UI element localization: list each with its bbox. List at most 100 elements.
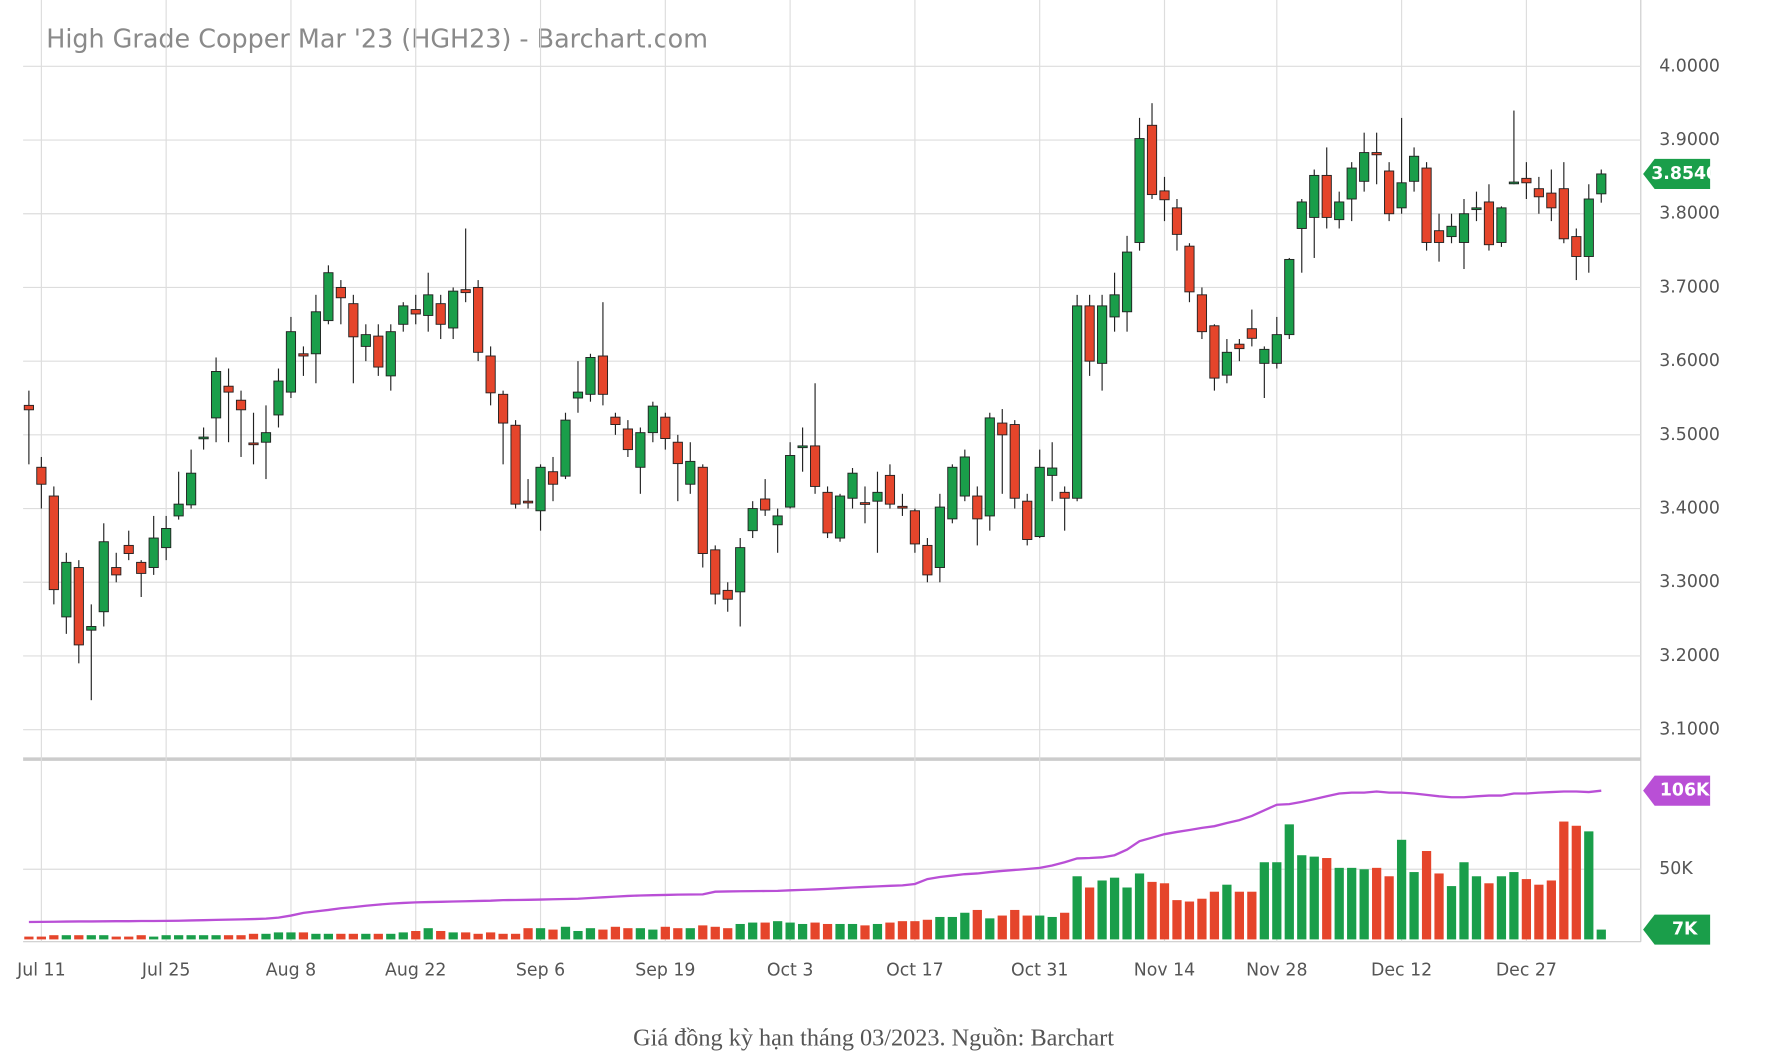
volume-bar [785,922,795,940]
candle-body [1072,305,1083,499]
volume-bar [1109,877,1120,940]
candle-body [747,508,758,532]
volume-bar [1322,858,1332,940]
candle-body [398,305,409,325]
y-tick-label: 3.6000 [1659,351,1720,371]
candle-body [1009,424,1020,499]
volume-bar [748,922,758,940]
candle-body [223,385,234,393]
candle-body [735,547,746,593]
y-tick-label: 3.2000 [1659,646,1720,666]
candle-body [161,527,172,549]
value-badge [1643,914,1711,945]
candle-body [1109,294,1120,318]
y-tick-label: 3.5000 [1659,425,1720,445]
candle-body [660,416,671,440]
volume-bar [735,923,745,940]
volume-bar [1509,872,1519,940]
volume-bar [448,932,458,940]
candle-body [423,294,434,316]
candle-body [722,589,733,600]
volume-bar [897,921,908,940]
candle-body [1471,207,1482,211]
x-tick-label: Sep 19 [635,961,695,981]
candle-body [522,500,534,504]
volume-bar [1284,824,1294,940]
candle-body [1146,124,1158,196]
candle-body [959,456,970,497]
candle-body [98,541,109,613]
volume-bar [1584,831,1594,940]
volume-bar [485,932,496,940]
volume-bar [24,936,34,940]
volume-bar [872,923,883,940]
volume-bar [1222,884,1232,940]
candle-body [36,466,47,485]
volume-bar [1546,880,1556,940]
candle-body [148,537,159,568]
volume-bar [698,925,708,940]
candle-body [1583,198,1594,257]
x-tick-label: Nov 28 [1246,961,1307,981]
volume-bar [822,923,833,940]
candle-body [448,290,459,329]
candle-body [797,445,808,449]
volume-bar [535,928,546,940]
candle-body [1408,155,1420,182]
volume-bar [373,933,383,940]
candle-body [1221,351,1232,376]
candle-body [373,335,384,368]
volume-bar [1571,825,1581,940]
candle-body [785,455,796,508]
y-tick-label: 3.9000 [1659,130,1720,150]
candle-body [460,289,471,294]
volume-bar [1197,898,1207,940]
volume-bar [1159,883,1170,940]
volume-bar [985,918,995,940]
candle-body [1246,328,1257,339]
candle-body [847,472,858,499]
candle-body [136,561,147,574]
volume-bar [386,933,396,940]
candle-body [1546,192,1557,209]
x-tick-label: Sep 6 [516,961,565,981]
candle-body [61,561,72,618]
candle-body [1558,188,1569,240]
volume-bar [198,935,209,940]
volume-bar [648,929,658,940]
candle-body [323,272,334,322]
candle-body [1209,325,1220,379]
candle-body [410,309,421,315]
candle-body [884,474,896,505]
candle-body [1334,201,1345,221]
volume-bar [760,922,770,940]
candle-body [1596,173,1607,195]
candle-body [1059,491,1070,499]
chart-title: High Grade Copper Mar '23 (HGH23) - Barc… [46,23,708,53]
candle-body [1034,466,1045,538]
volume-bar [835,923,845,940]
candle-body [335,286,346,299]
candle-body [498,393,509,424]
candle-body [647,405,658,434]
volume-bar [99,935,109,940]
value-badge-label: 106K [1660,781,1710,801]
candle-body [922,544,933,576]
volume-bar [1347,867,1357,940]
y-tick-label: 3.4000 [1659,499,1720,519]
candle-body [1271,334,1282,364]
volume-bar [473,933,483,940]
y-tick-label: 50K [1659,859,1693,879]
volume-bar [261,933,271,940]
candle-body [672,441,683,465]
volume-bar [623,928,633,940]
volume-bar [997,915,1007,940]
volume-bar [1446,886,1457,940]
volume-bar [298,932,309,940]
volume-bar [635,928,645,940]
candle-body [1359,152,1370,182]
candle-body [822,491,833,534]
volume-bar [411,930,421,940]
candle-body [186,472,197,506]
